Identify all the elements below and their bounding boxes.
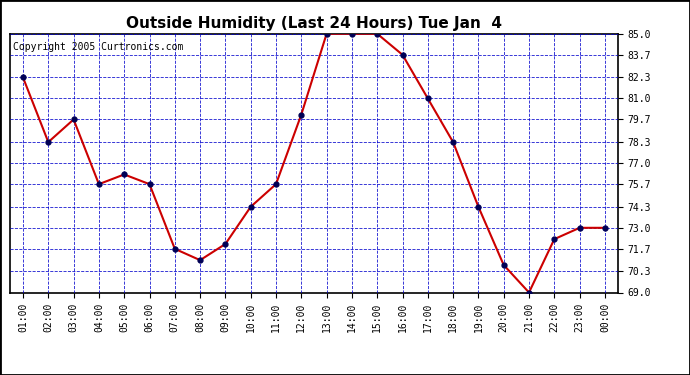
Text: Copyright 2005 Curtronics.com: Copyright 2005 Curtronics.com	[13, 42, 184, 51]
Title: Outside Humidity (Last 24 Hours) Tue Jan  4: Outside Humidity (Last 24 Hours) Tue Jan…	[126, 16, 502, 31]
